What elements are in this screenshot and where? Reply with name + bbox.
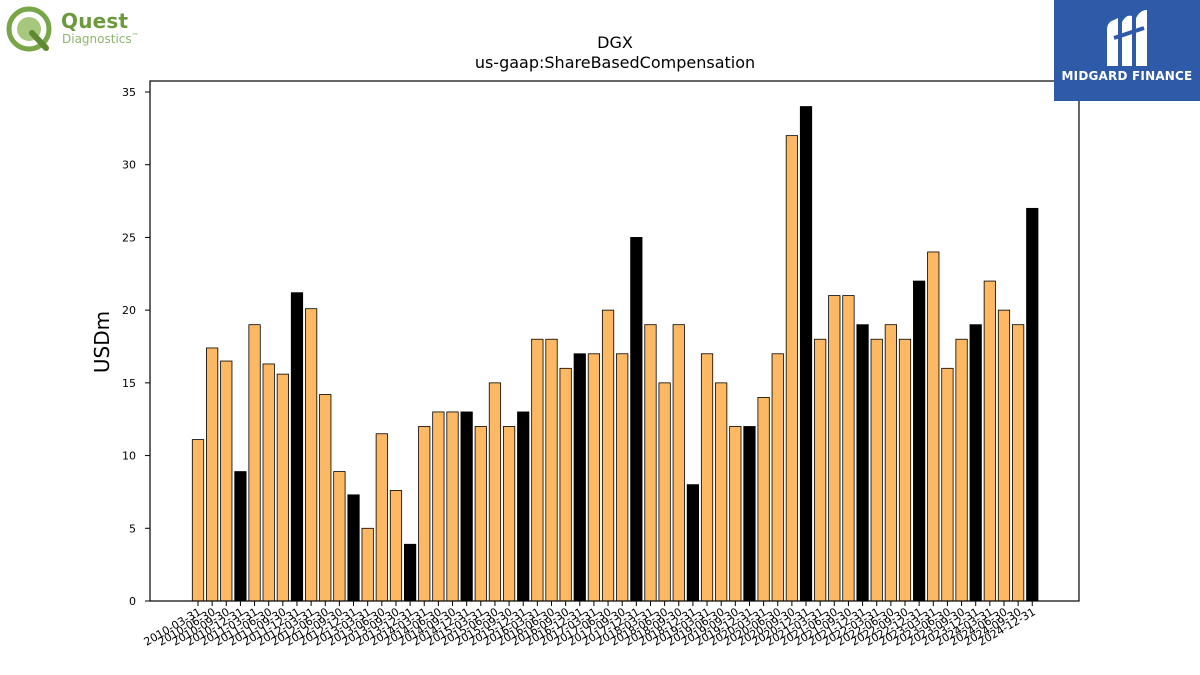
bar-2018-03-31: [644, 324, 657, 602]
bar-2013-03-31: [361, 527, 374, 602]
bar-2011-03-31: [248, 324, 261, 602]
bar-2023-09-30: [955, 338, 968, 602]
bar-2014-09-30: [446, 411, 459, 602]
bar-2012-03-31: [305, 308, 318, 602]
bar-2017-12-31: [630, 237, 643, 602]
bar-2023-06-30: [941, 367, 954, 602]
bar-2022-06-30: [884, 324, 897, 602]
bar-2010-12-31: [234, 471, 247, 602]
bar-2020-06-30: [771, 353, 784, 602]
bar-2016-12-31: [573, 353, 586, 602]
bar-2017-03-31: [587, 353, 601, 602]
bar-2020-09-30: [785, 135, 798, 602]
bar-2013-12-31: [403, 543, 417, 602]
bar-2023-12-31: [969, 324, 982, 602]
midgard-logo-text: MIDGARD FINANCE: [1061, 69, 1193, 83]
bar-2010-03-31: [191, 439, 205, 602]
bar-2017-06-30: [601, 309, 615, 602]
bar-2013-09-30: [389, 490, 403, 602]
chart-subtitle: us-gaap:ShareBasedCompensation: [475, 53, 755, 72]
bar-2011-06-30: [262, 363, 275, 602]
bar-2021-03-31: [814, 338, 827, 602]
bar-2011-12-31: [290, 292, 304, 602]
bar-2023-03-31: [927, 251, 940, 602]
x-ticks-group: 2010-03-312010-06-302010-09-302010-12-31…: [142, 601, 1038, 649]
chart-title: DGX: [597, 33, 633, 52]
bar-2019-03-31: [700, 353, 714, 602]
y-tick-label: 15: [122, 377, 136, 390]
bar-2024-03-31: [983, 280, 996, 602]
bar-2019-12-31: [743, 426, 756, 602]
bar-2021-06-30: [828, 295, 841, 602]
y-tick-label: 35: [122, 86, 136, 99]
midgard-m-icon: [1107, 10, 1147, 67]
bar-2015-06-30: [488, 382, 502, 602]
bar-2021-09-30: [842, 295, 855, 602]
bar-2018-06-30: [658, 382, 671, 602]
bar-2012-06-30: [319, 394, 332, 602]
y-tick-label: 30: [122, 159, 136, 172]
bar-2017-09-30: [616, 353, 629, 602]
y-axis-label: USDm: [90, 311, 114, 373]
bar-2010-09-30: [220, 360, 233, 602]
y-tick-label: 10: [122, 450, 136, 463]
quest-q-icon: [6, 6, 52, 52]
bar-2011-09-30: [276, 373, 289, 602]
quest-logo-sub: Diagnostics™: [62, 32, 139, 46]
bar-2024-12-31: [1026, 207, 1039, 602]
quest-diagnostics-logo: Quest Diagnostics™: [4, 4, 164, 54]
bar-2015-03-31: [474, 426, 487, 602]
bar-2022-03-31: [870, 338, 883, 602]
bar-2012-12-31: [347, 494, 360, 602]
midgard-finance-logo: MIDGARD FINANCE: [1054, 0, 1200, 101]
bar-2012-09-30: [333, 471, 346, 602]
bar-2016-03-31: [531, 338, 544, 602]
bar-2019-06-30: [715, 382, 728, 602]
bar-2015-12-31: [517, 411, 530, 602]
bar-2024-09-30: [1012, 324, 1025, 602]
bar-2024-06-30: [997, 309, 1011, 602]
y-ticks-group: 0 5 10 15 20 25 30 35: [122, 86, 150, 608]
bar-2014-03-31: [418, 426, 431, 602]
bar-2018-09-30: [672, 324, 685, 602]
bar-2014-12-31: [460, 411, 473, 602]
bar-2016-09-30: [559, 367, 572, 602]
bar-2020-12-31: [799, 106, 813, 602]
bars-group: [191, 106, 1039, 602]
bar-2021-12-31: [856, 324, 869, 602]
bar-2019-09-30: [729, 426, 742, 602]
plot-frame: [149, 80, 1080, 602]
y-tick-label: 5: [129, 522, 136, 535]
y-tick-label: 20: [122, 304, 136, 317]
bar-2015-09-30: [502, 426, 516, 602]
bar-2010-06-30: [206, 347, 219, 602]
bar-2018-12-31: [686, 484, 700, 602]
y-tick-label: 0: [129, 595, 136, 608]
bar-2022-12-31: [913, 280, 926, 602]
y-tick-label: 25: [122, 231, 136, 244]
bar-2020-03-31: [757, 396, 770, 602]
bar-2022-09-30: [898, 338, 912, 602]
bar-2014-06-30: [432, 411, 445, 602]
bar-2016-06-30: [545, 338, 558, 602]
quest-logo-word: Quest: [61, 9, 129, 33]
bar-2013-06-30: [375, 433, 388, 602]
